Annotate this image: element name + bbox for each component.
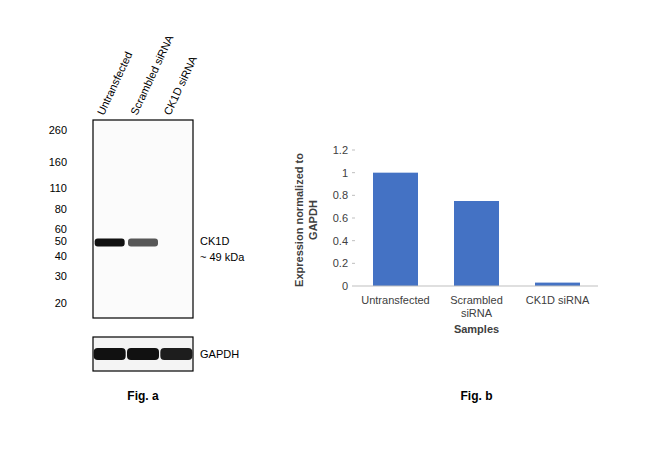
- x-tick-label: CK1D siRNA: [526, 294, 590, 306]
- figure: Untransfected Scrambled siRNA CK1D siRNA 26…: [0, 0, 650, 459]
- text-line: siRNA: [461, 307, 493, 319]
- loading-frame: [93, 337, 193, 371]
- loading-band: [160, 348, 192, 360]
- x-axis: [355, 286, 598, 287]
- target-size-label: ~ 49 kDa: [200, 251, 245, 263]
- figure-label: Fig. a: [127, 389, 159, 403]
- x-tick-label: Untransfected: [361, 294, 429, 306]
- x-axis-label: Samples: [454, 323, 499, 335]
- lane-label: CK1D siRNA: [161, 54, 199, 117]
- bar: [535, 283, 580, 286]
- text-line: Expression normalized to: [293, 153, 305, 287]
- background: [0, 0, 650, 459]
- target-band: [128, 238, 158, 246]
- loading-band: [94, 348, 126, 360]
- y-tick-label: 0.6: [333, 212, 348, 224]
- mw-marker-label: 30: [55, 270, 67, 282]
- x-tick-label: ScrambledsiRNA: [450, 294, 503, 319]
- mw-marker-label: 80: [55, 203, 67, 215]
- y-tick-label: 1.2: [333, 144, 348, 156]
- y-tick-label: 1: [342, 167, 348, 179]
- figure-label: Fig. b: [461, 389, 493, 403]
- lane-label: Untransfected: [95, 50, 135, 117]
- loading-band: [127, 348, 159, 360]
- y-tick-label: 0: [342, 280, 348, 292]
- y-tick-label: 0.2: [333, 257, 348, 269]
- mw-marker-label: 20: [55, 297, 67, 309]
- western-blot: UntransfectedScrambled siRNACK1D siRNA26…: [49, 33, 246, 371]
- text-line: Scrambled: [450, 294, 503, 306]
- target-band: [95, 238, 125, 246]
- y-axis: [355, 150, 356, 286]
- target-band: [161, 238, 191, 246]
- mw-marker-label: 260: [49, 124, 67, 136]
- y-axis-label: Expression normalized toGAPDH: [293, 153, 319, 287]
- loading-label: GAPDH: [200, 348, 239, 360]
- bar: [373, 173, 418, 286]
- bars: [373, 173, 580, 286]
- y-tick-label: 0.4: [333, 235, 348, 247]
- text-line: CK1D siRNA: [526, 294, 590, 306]
- bar: [454, 201, 499, 286]
- mw-marker-label: 50: [55, 235, 67, 247]
- mw-marker-label: 60: [55, 223, 67, 235]
- blot-frame: [93, 120, 193, 318]
- text-line: Untransfected: [361, 294, 429, 306]
- mw-marker-label: 40: [55, 250, 67, 262]
- y-tick-label: 0.8: [333, 189, 348, 201]
- text-line: GAPDH: [307, 200, 319, 240]
- bar-chart: 0 0.2 0.4 0.6 0.8 1 1.2 Untransfected Scrambleds…: [293, 144, 598, 335]
- target-label: CK1D: [200, 235, 229, 247]
- mw-marker-label: 110: [49, 182, 67, 194]
- mw-marker-label: 160: [49, 156, 67, 168]
